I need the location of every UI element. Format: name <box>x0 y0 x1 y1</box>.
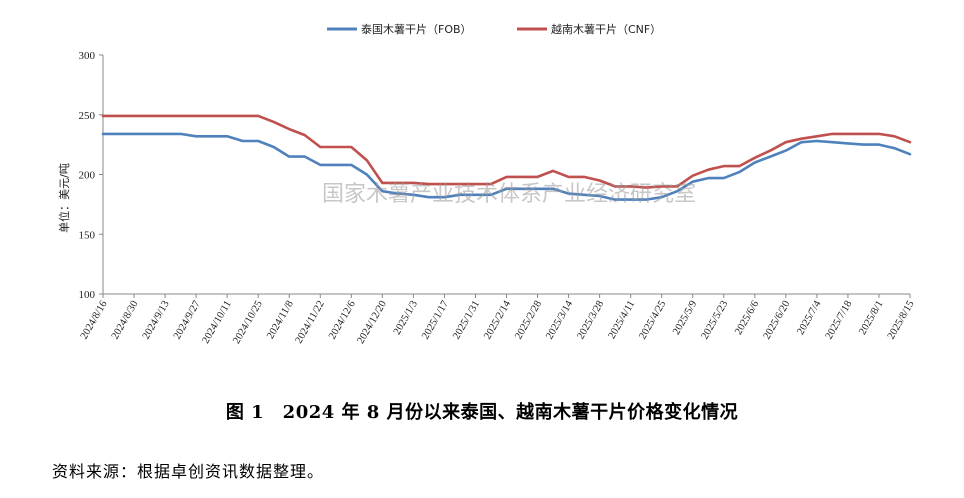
x-tick-labels: 2024/8/16 2024/8/30 2024/9/13 2024/9/272024… <box>79 298 917 346</box>
axes <box>99 54 911 298</box>
x-tick-label: 2025/8/1 <box>857 299 885 337</box>
watermark-text: 国家木薯产业技术体系产业经济研究室 <box>322 182 696 207</box>
x-tick-label: 2024/11/22 <box>294 299 327 346</box>
series-line-vietnam-cnf <box>101 114 912 189</box>
series-line-thailand-fob <box>101 132 912 201</box>
x-tick-label: 2024/9/27 <box>172 299 203 341</box>
x-tick-label: 2025/1/3 <box>392 299 420 337</box>
y-tick-label: 100 <box>79 289 96 301</box>
x-tick-label: 2025/2/14 <box>482 298 513 341</box>
x-tick-label: 2025/3/28 <box>575 299 606 341</box>
x-tick-label: 2025/7/18 <box>824 299 855 341</box>
y-tick-labels: 100 150 200 250 300 <box>79 50 96 301</box>
legend-label-vietnam: 越南木薯干片（CNF） <box>551 22 661 36</box>
legend: 泰国木薯干片（FOB） 越南木薯干片（CNF） <box>327 22 661 36</box>
x-tick-label: 2025/6/20 <box>762 299 793 341</box>
source-note: 资料来源：根据卓创资讯数据整理。 <box>52 462 325 481</box>
series-lines <box>101 114 912 201</box>
x-tick-label: 2025/4/25 <box>637 299 668 341</box>
x-tick-label: 2024/9/13 <box>141 299 172 341</box>
x-tick-label: 2024/12/6 <box>327 299 358 341</box>
x-tick-label: 2024/11/8 <box>265 299 296 341</box>
x-tick-label: 2024/10/25 <box>231 299 264 346</box>
y-axis-label: 单位：美元/吨 <box>57 163 71 233</box>
x-tick-label: 2025/3/14 <box>544 298 575 341</box>
x-tick-label: 2024/8/30 <box>110 299 141 341</box>
x-tick-label: 2025/1/17 <box>420 299 451 341</box>
y-tick-label: 250 <box>79 110 96 122</box>
x-tick-label: 2025/8/15 <box>886 299 917 341</box>
x-tick-label: 2024/10/11 <box>200 299 233 346</box>
legend-label-thailand: 泰国木薯干片（FOB） <box>361 22 472 36</box>
y-tick-label: 200 <box>79 170 96 182</box>
y-tick-label: 150 <box>79 229 96 241</box>
chart-area: 泰国木薯干片（FOB） 越南木薯干片（CNF） 单位：美元/吨 100 150 20… <box>57 22 917 346</box>
x-tick-label: 2025/1/31 <box>451 299 482 341</box>
x-tick-label: 2025/5/9 <box>671 299 699 337</box>
x-tick-label: 2025/5/23 <box>700 299 731 341</box>
x-tick-label: 2024/12/20 <box>355 299 388 346</box>
x-tick-label: 2024/8/16 <box>79 299 110 341</box>
x-tick-label: 2025/7/4 <box>795 298 824 336</box>
x-tick-label: 2025/4/11 <box>607 299 638 341</box>
figure-caption: 图 1 2024 年 8 月份以来泰国、越南木薯干片价格变化情况 <box>225 402 739 423</box>
x-tick-label: 2025/6/6 <box>733 299 761 337</box>
x-tick-label: 2025/2/28 <box>513 299 544 341</box>
y-tick-label: 300 <box>79 50 96 62</box>
